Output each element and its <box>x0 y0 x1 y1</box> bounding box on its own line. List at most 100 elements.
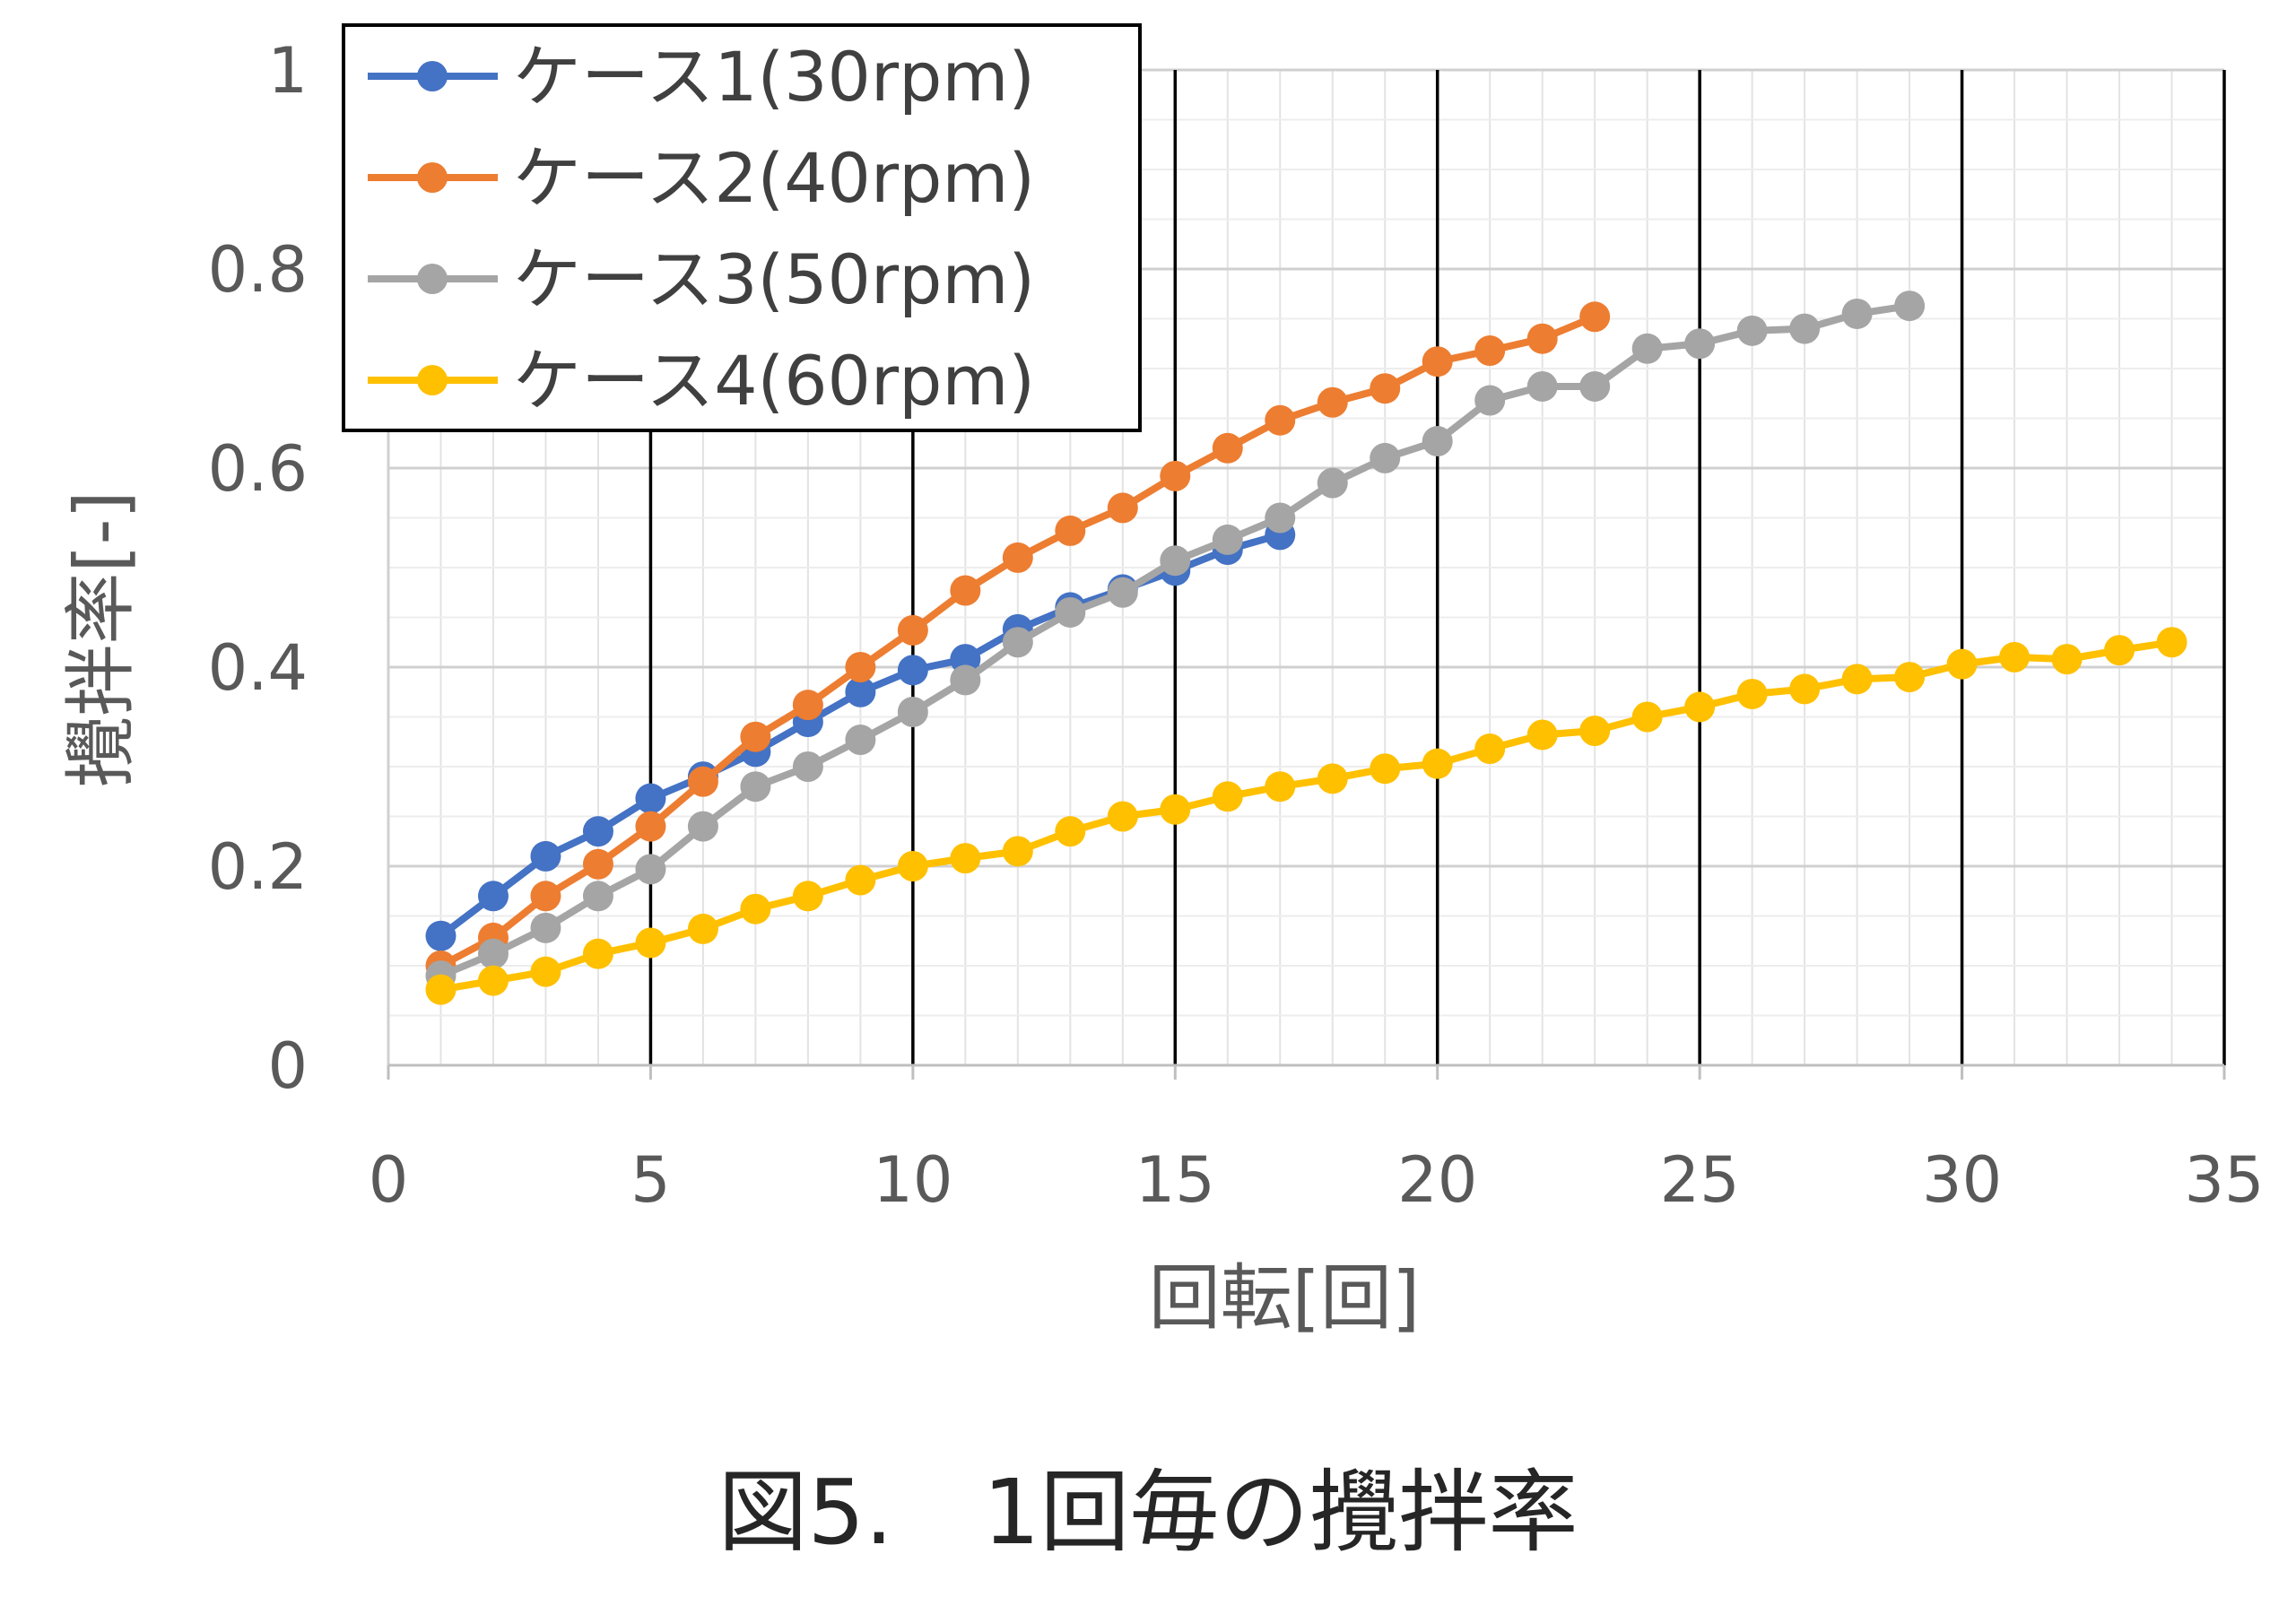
x-tick-label: 10 <box>873 1143 952 1217</box>
data-point <box>1999 641 2031 673</box>
x-tick-label: 20 <box>1397 1143 1477 1217</box>
legend-box <box>342 23 1142 432</box>
data-point <box>1422 426 1453 457</box>
legend-marker <box>417 61 448 91</box>
data-point <box>1474 733 1506 765</box>
data-point <box>740 721 771 752</box>
data-point <box>1317 763 1348 794</box>
data-point <box>1107 492 1138 524</box>
data-point <box>687 766 718 797</box>
data-point <box>635 854 666 885</box>
data-point <box>1631 701 1663 733</box>
legend-entry: ケース2(40rpm) <box>368 138 1035 218</box>
legend-marker <box>417 365 448 395</box>
data-point <box>1894 291 1926 322</box>
data-point <box>1212 432 1243 464</box>
data-point <box>582 848 613 880</box>
data-point <box>2051 644 2083 675</box>
data-point <box>1946 648 1978 680</box>
series-line <box>439 638 2173 994</box>
legend-entry: ケース4(60rpm) <box>368 341 1035 421</box>
legend-label: ケース2(40rpm) <box>513 138 1035 218</box>
data-point <box>530 881 561 912</box>
series-4 <box>425 627 2187 1005</box>
data-point <box>1212 524 1243 555</box>
data-point <box>792 881 823 912</box>
data-point <box>1841 298 1873 329</box>
legend-entry: ケース1(30rpm) <box>368 37 1035 117</box>
data-point <box>582 938 613 969</box>
data-point <box>635 811 666 842</box>
data-point <box>635 783 666 814</box>
data-point <box>1002 542 1033 573</box>
data-point <box>635 927 666 959</box>
series-layer <box>425 291 2187 1005</box>
data-point <box>1579 370 1611 402</box>
figure-caption: 図5. 1回毎の攪拌率 <box>718 1460 1578 1565</box>
data-point <box>1684 328 1716 360</box>
data-point <box>897 655 928 686</box>
data-point <box>1160 460 1191 491</box>
tick-labels: 0 5 10 15 20 25 30 35 0 0.2 0.4 0.6 0.8 1 <box>208 34 2265 1217</box>
legend-marker <box>417 162 448 193</box>
series-2 <box>425 301 1611 981</box>
y-axis-title: 攪拌率[-] <box>59 490 143 787</box>
y-tick-label: 1 <box>267 34 308 108</box>
data-point <box>582 881 613 912</box>
data-point <box>1526 719 1558 751</box>
y-tick-label: 0 <box>267 1029 308 1103</box>
data-point <box>1474 385 1506 416</box>
data-point <box>1317 467 1348 499</box>
data-point <box>1370 753 1401 785</box>
y-tick-label: 0.8 <box>208 233 308 307</box>
data-point <box>1789 313 1821 344</box>
data-point <box>425 920 457 951</box>
data-point <box>1841 664 1873 695</box>
data-point <box>1055 816 1086 847</box>
data-point <box>792 751 823 782</box>
data-point <box>425 974 457 1005</box>
legend: ケース1(30rpm) ケース2(40rpm) ケース3(50rpm) ケース4(60… <box>342 23 1142 432</box>
data-point <box>1160 794 1191 825</box>
data-point <box>1370 442 1401 473</box>
x-tick-label: 5 <box>631 1143 671 1217</box>
data-point <box>687 913 718 944</box>
data-point <box>1579 716 1611 747</box>
data-point <box>530 912 561 943</box>
x-tick-label: 0 <box>369 1143 409 1217</box>
data-point <box>582 816 613 847</box>
data-point <box>1107 801 1138 832</box>
data-point <box>1317 386 1348 418</box>
data-point <box>1370 373 1401 404</box>
data-point <box>477 881 509 912</box>
data-point <box>1736 315 1768 346</box>
data-point <box>950 644 981 675</box>
x-tick-label: 15 <box>1135 1143 1215 1217</box>
y-tick-label: 0.6 <box>208 432 308 506</box>
series-3 <box>425 291 1926 992</box>
legend-label: ケース4(60rpm) <box>513 341 1035 421</box>
data-point <box>950 843 981 874</box>
data-point <box>1265 404 1296 436</box>
x-tick-label: 25 <box>1660 1143 1740 1217</box>
data-point <box>1212 781 1243 812</box>
data-point <box>530 840 561 872</box>
y-tick-label: 0.4 <box>208 631 308 705</box>
data-point <box>1684 691 1716 723</box>
data-point <box>897 851 928 881</box>
legend-label: ケース3(50rpm) <box>513 239 1035 319</box>
y-tick-label: 0.2 <box>208 830 308 904</box>
data-point <box>1631 333 1663 364</box>
data-point <box>477 938 509 969</box>
data-point <box>477 965 509 996</box>
data-point <box>2104 635 2135 666</box>
data-point <box>687 811 718 842</box>
data-point <box>845 864 876 896</box>
data-point <box>1894 662 1926 693</box>
data-point <box>845 676 876 707</box>
data-point <box>1526 370 1558 402</box>
data-point <box>845 652 876 682</box>
data-point <box>1107 577 1138 608</box>
data-point <box>1422 346 1453 378</box>
